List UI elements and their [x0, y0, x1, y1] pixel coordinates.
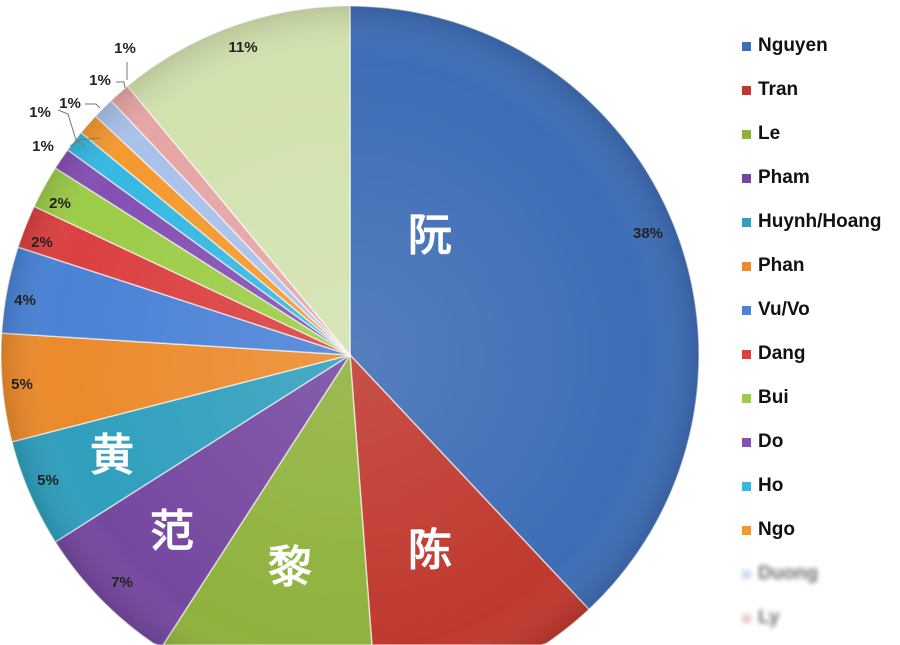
legend-item: Nguyen: [742, 24, 882, 68]
legend-item: Do: [742, 420, 882, 464]
hanzi-label: 陈: [408, 525, 452, 576]
legend-item: Bui: [742, 376, 882, 420]
legend-label: Nguyen: [758, 35, 828, 56]
legend-label: Ly: [758, 607, 780, 628]
hanzi-label: 阮: [408, 210, 452, 261]
legend-label: Duong: [758, 563, 819, 584]
hanzi-label: 黎: [268, 542, 312, 593]
pie-shading: [1, 6, 699, 645]
legend-swatch: [742, 41, 751, 51]
legend-swatch: [742, 217, 751, 227]
data-label: 1%: [59, 95, 81, 112]
leader-line: [69, 137, 101, 147]
legend-item: Ngo: [742, 508, 882, 552]
legend-label: Huynh/Hoang: [758, 211, 882, 232]
data-label: 38%: [633, 225, 663, 242]
legend-item: Phan: [742, 244, 882, 288]
data-label: 1%: [32, 138, 54, 155]
leader-line: [57, 109, 86, 147]
legend-label: Do: [758, 431, 784, 452]
data-label: 1%: [114, 40, 136, 57]
legend-item: Ly: [742, 596, 882, 640]
data-label: 5%: [37, 472, 59, 489]
legend-swatch: [742, 173, 751, 183]
legend-swatch: [742, 481, 751, 491]
data-label: 2%: [49, 195, 71, 212]
data-label: 5%: [11, 376, 33, 393]
hanzi-label: 黄: [90, 430, 134, 481]
legend-item: Le: [742, 112, 882, 156]
legend-label: Ho: [758, 475, 784, 496]
legend-label: Pham: [758, 167, 810, 188]
data-label: 1%: [29, 104, 51, 121]
legend-label: Dang: [758, 343, 806, 364]
legend-item: Vu/Vo: [742, 288, 882, 332]
data-label: 4%: [14, 292, 36, 309]
legend: Nguyen Tran Le Pham Huynh/Hoang Phan Vu/Vo Dang…: [742, 24, 882, 640]
legend-item: Huynh/Hoang: [742, 200, 882, 244]
legend-label: Phan: [758, 255, 805, 276]
legend-swatch: [742, 525, 751, 535]
legend-swatch: [742, 437, 751, 447]
data-label: 1%: [89, 72, 111, 89]
legend-label: Tran: [758, 79, 799, 100]
legend-swatch: [742, 85, 751, 95]
legend-swatch: [742, 569, 751, 579]
legend-swatch: [742, 613, 751, 623]
legend-item: Duong: [742, 552, 882, 596]
data-label: 2%: [31, 234, 53, 251]
legend-label: Bui: [758, 387, 789, 408]
legend-item: Tran: [742, 68, 882, 112]
data-label: 11%: [228, 39, 257, 56]
legend-label: Le: [758, 123, 781, 144]
legend-label: Ngo: [758, 519, 795, 540]
legend-item: Dang: [742, 332, 882, 376]
leader-line: [85, 103, 101, 109]
leader-line: [116, 81, 126, 89]
legend-item: Pham: [742, 156, 882, 200]
hanzi-label: 范: [150, 506, 194, 557]
legend-item: Ho: [742, 464, 882, 508]
legend-label: Vu/Vo: [758, 299, 810, 320]
legend-swatch: [742, 261, 751, 271]
data-label: 7%: [111, 574, 133, 591]
legend-swatch: [742, 349, 751, 359]
legend-swatch: [742, 305, 751, 315]
legend-swatch: [742, 129, 751, 139]
legend-swatch: [742, 393, 751, 403]
